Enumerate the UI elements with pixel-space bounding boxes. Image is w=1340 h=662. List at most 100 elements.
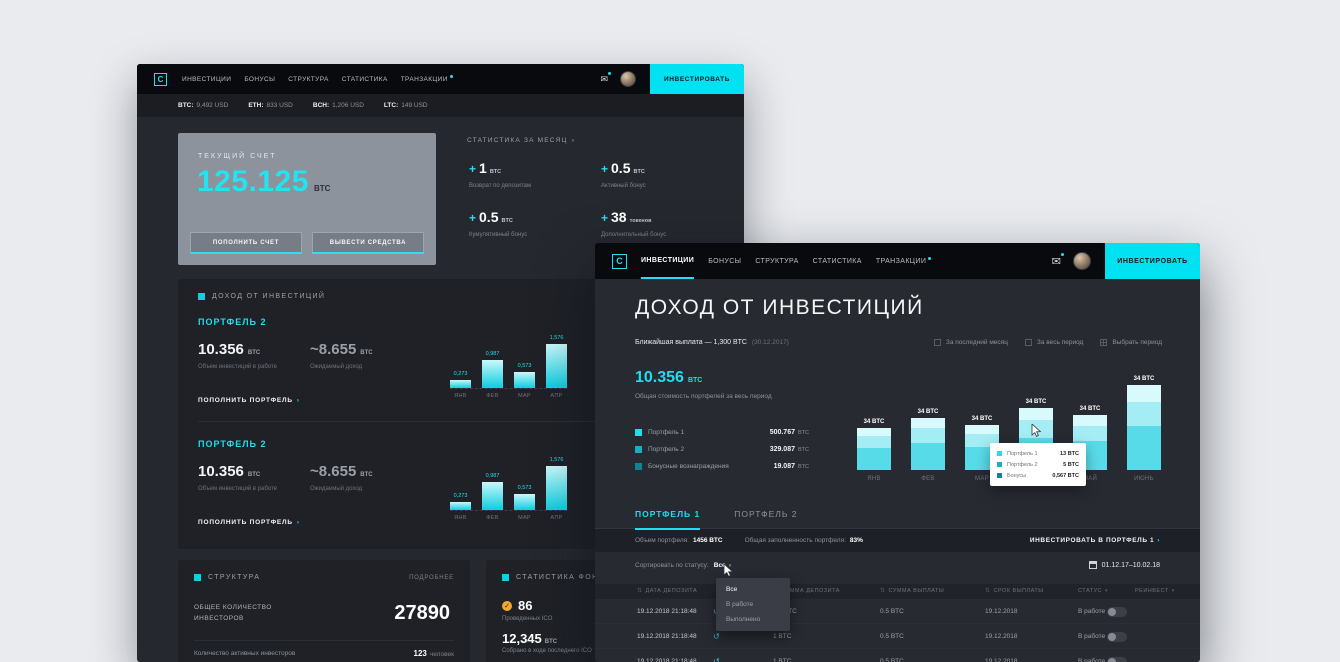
bullet-square-icon bbox=[198, 293, 205, 300]
toggle-knob bbox=[1108, 633, 1116, 641]
nav-item-bonuses[interactable]: БОНУСЫ bbox=[244, 75, 276, 83]
nav-item-bonuses[interactable]: БОНУСЫ bbox=[708, 257, 742, 265]
withdraw-funds-button[interactable]: ВЫВЕСТИ СРЕДСТВА bbox=[312, 232, 424, 254]
reinvest-refresh-icon[interactable]: ↺ bbox=[713, 657, 720, 662]
bar-segment bbox=[1073, 415, 1107, 426]
logo[interactable]: C bbox=[154, 72, 167, 86]
sort-icon: ⇅ bbox=[880, 588, 886, 594]
dropdown-option-all[interactable]: Все bbox=[726, 586, 738, 593]
bar bbox=[546, 344, 567, 388]
column-payout-date[interactable]: ⇅ СРОК ВЫПЛАТЫ bbox=[985, 588, 1044, 594]
portfolio-name: ПОРТФЕЛЬ 2 bbox=[198, 439, 267, 449]
invest-button[interactable]: ИНВЕСТИРОВАТЬ bbox=[1105, 243, 1200, 279]
top-up-portfolio-link[interactable]: ПОПОЛНИТЬ ПОРТФЕЛЬ › bbox=[198, 397, 300, 404]
mail-notification-dot bbox=[608, 71, 611, 75]
tab-portfolio-1[interactable]: ПОРТФЕЛЬ 1 bbox=[635, 509, 701, 530]
current-account-card: ТЕКУЩИЙ СЧЕТ 125.125 BTC ПОПОЛНИТЬ СЧЕТ В… bbox=[178, 133, 436, 265]
chart-bar: 0,573 bbox=[514, 363, 535, 388]
month-stats-title: СТАТИСТИКА ЗА МЕСЯЦ bbox=[467, 137, 568, 144]
column-reinvest[interactable]: РЕИНВЕСТ ▾ bbox=[1135, 588, 1175, 594]
ticker-item: ETH: 833 USD bbox=[248, 102, 293, 109]
column-payout-amount[interactable]: ⇅ СУММА ВЫПЛАТЫ bbox=[880, 588, 945, 594]
cell-payout-amount: 0.5 BTC bbox=[880, 608, 904, 615]
ticker-item: LTC: 149 USD bbox=[384, 102, 428, 109]
nav-item-statistics[interactable]: СТАТИСТИКА bbox=[812, 257, 862, 265]
column-status[interactable]: СТАТУС ▾ bbox=[1078, 588, 1109, 594]
nav-item-structure[interactable]: СТРУКТУРА bbox=[755, 257, 799, 265]
column-deposit-date[interactable]: ⇅ ДАТА ДЕПОЗИТА bbox=[637, 588, 698, 594]
bar bbox=[482, 360, 503, 388]
logo[interactable]: C bbox=[612, 253, 627, 269]
portfolio-name: ПОРТФЕЛЬ 2 bbox=[198, 317, 267, 327]
investors-total-value: 27890 bbox=[394, 602, 450, 624]
notification-dot bbox=[449, 74, 453, 78]
tooltip-swatch bbox=[997, 462, 1002, 467]
checkbox-icon bbox=[1024, 339, 1032, 346]
bar-segment bbox=[1073, 426, 1107, 442]
x-axis-label: МАР bbox=[518, 393, 531, 399]
reinvest-toggle[interactable] bbox=[1107, 632, 1127, 642]
portfolio-tabs: ПОРТФЕЛЬ 1 ПОРТФЕЛЬ 2 bbox=[635, 509, 798, 530]
tooltip-value: 5 BTC bbox=[1063, 461, 1079, 468]
total-unit: BTC bbox=[687, 377, 703, 384]
bar bbox=[450, 502, 471, 510]
mail-icon[interactable]: ✉ bbox=[600, 71, 611, 85]
status-filter-select[interactable]: Все bbox=[713, 562, 726, 569]
nav-item-investments[interactable]: ИНВЕСТИЦИИ bbox=[182, 75, 232, 83]
chart-bar[interactable]: 34 BTC bbox=[1127, 376, 1161, 470]
ticker-symbol: BCH: bbox=[312, 102, 330, 109]
filter-pick-period[interactable]: Выбрать период bbox=[1100, 339, 1162, 346]
x-axis-label: ЯНВ bbox=[454, 515, 467, 521]
price-ticker: BTC: 9,492 USD ETH: 833 USD BCH: 1,206 USD … bbox=[137, 94, 744, 117]
stat-value: 0.5 bbox=[479, 209, 499, 225]
month-stats-dropdown[interactable]: СТАТИСТИКА ЗА МЕСЯЦ ▾ bbox=[467, 137, 575, 144]
expected-label: Ожидаемый доход bbox=[310, 486, 363, 492]
reinvest-toggle[interactable] bbox=[1107, 657, 1127, 662]
date-range-picker[interactable]: 01.12.17–10.02.18 bbox=[1088, 561, 1160, 569]
divider bbox=[595, 528, 1200, 529]
nav-item-statistics[interactable]: СТАТИСТИКА bbox=[341, 75, 388, 83]
reinvest-toggle[interactable] bbox=[1107, 607, 1127, 617]
filter-last-month[interactable]: За последний месяц bbox=[933, 339, 1008, 346]
avatar[interactable] bbox=[1073, 252, 1091, 270]
nav-item-transactions[interactable]: ТРАНЗАКЦИИ bbox=[876, 243, 932, 279]
bar-value-label: 34 BTC bbox=[863, 419, 885, 425]
top-up-account-button[interactable]: ПОПОЛНИТЬ СЧЕТ bbox=[190, 232, 302, 254]
nav-right: ✉ ИНВЕСТИРОВАТЬ bbox=[600, 64, 744, 94]
chart-bar[interactable]: 34 BTC bbox=[911, 409, 945, 470]
bar-value-label: 1,576 bbox=[549, 335, 564, 341]
account-balance: 125.125 BTC bbox=[197, 165, 330, 199]
invest-button[interactable]: ИНВЕСТИРОВАТЬ bbox=[650, 64, 744, 94]
section-header-fund: СТАТИСТИКА ФОНДА bbox=[502, 574, 611, 581]
bar bbox=[1127, 385, 1161, 470]
avatar[interactable] bbox=[620, 71, 636, 87]
invest-in-portfolio-link[interactable]: ИНВЕСТИРОВАТЬ В ПОРТФЕЛЬ 1 › bbox=[1030, 537, 1160, 544]
bar-value-label: 0,273 bbox=[453, 493, 468, 499]
nav-item-transactions[interactable]: ТРАНЗАКЦИИ bbox=[401, 64, 453, 94]
legend-value: 329.087 BTC bbox=[769, 446, 809, 453]
nav-item-investments[interactable]: ИНВЕСТИЦИИ bbox=[641, 243, 695, 279]
tab-portfolio-2[interactable]: ПОРТФЕЛЬ 2 bbox=[734, 509, 798, 519]
chart-bar[interactable]: 34 BTC bbox=[857, 419, 891, 470]
plus-sign: + bbox=[601, 211, 609, 225]
stat-label: Возврат по депозитам bbox=[469, 183, 532, 189]
top-nav: C ИНВЕСТИЦИИ БОНУСЫ СТРУКТУРА СТАТИСТИКА… bbox=[137, 64, 744, 94]
bar-value-label: 0,573 bbox=[517, 363, 532, 369]
nav-item-structure[interactable]: СТРУКТУРА bbox=[288, 75, 329, 83]
top-up-portfolio-link[interactable]: ПОПОЛНИТЬ ПОРТФЕЛЬ › bbox=[198, 519, 300, 526]
status-filter-dropdown: Все В работе Выполнено bbox=[716, 578, 790, 631]
mail-icon[interactable]: ✉ bbox=[1052, 252, 1064, 268]
dropdown-option-done[interactable]: Выполнено bbox=[726, 616, 761, 623]
bar bbox=[546, 466, 567, 510]
filter-all-period[interactable]: За весь период bbox=[1024, 339, 1083, 346]
portfolio-figures: 10.356 BTC Объем инвестиций в работе ~8.6… bbox=[198, 341, 422, 370]
reinvest-refresh-icon[interactable]: ↺ bbox=[713, 632, 720, 641]
details-link[interactable]: ПОДРОБНЕЕ bbox=[409, 575, 454, 581]
bar bbox=[857, 428, 891, 470]
legend-swatch bbox=[635, 446, 642, 453]
cell-deposit-date: 19.12.2018 21:18:48 bbox=[637, 608, 697, 615]
dropdown-option-in-progress[interactable]: В работе bbox=[726, 601, 754, 608]
calendar-icon bbox=[1088, 561, 1097, 569]
stat-value: 1 bbox=[479, 160, 487, 176]
cell-deposit-date: 19.12.2018 21:18:48 bbox=[637, 658, 697, 662]
